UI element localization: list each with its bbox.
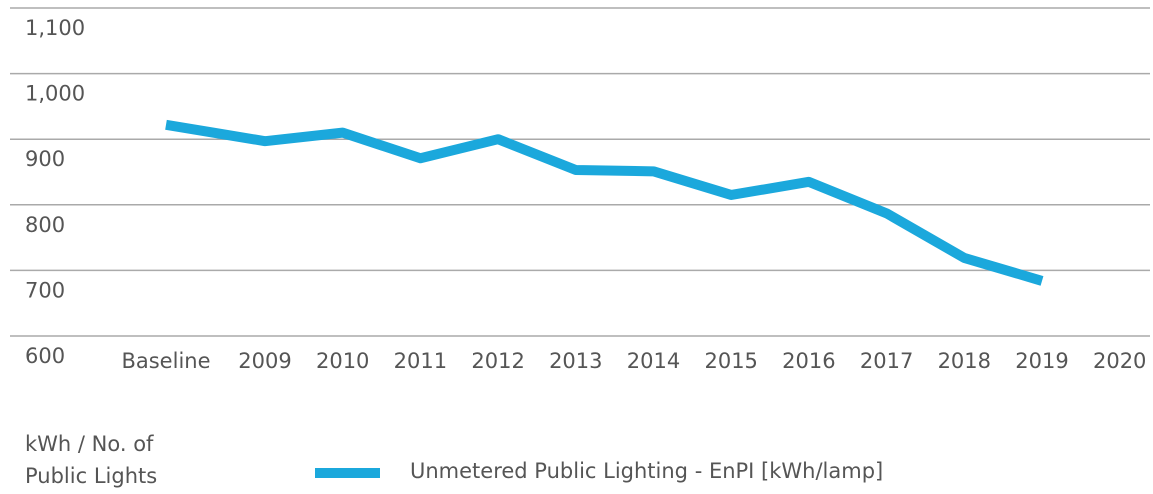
x-tick-label: 2017: [860, 349, 913, 373]
y-tick-label: 600: [25, 344, 65, 368]
x-tick-label: 2016: [782, 349, 835, 373]
x-tick-label: 2020: [1093, 349, 1146, 373]
x-tick-label: 2018: [938, 349, 991, 373]
x-tick-label: 2011: [394, 349, 447, 373]
y-axis-label: kWh / No. of Public Lights: [25, 432, 158, 488]
x-tick-label: 2014: [627, 349, 680, 373]
legend-label: Unmetered Public Lighting - EnPI [kWh/la…: [410, 459, 883, 483]
x-tick-label: 2013: [549, 349, 602, 373]
y-tick-label: 800: [25, 213, 65, 237]
x-tick-label: 2010: [316, 349, 369, 373]
x-tick-label: 2015: [704, 349, 757, 373]
y-tick-label: 1,100: [25, 16, 85, 40]
data-line: [165, 119, 1044, 286]
x-tick-label: 2019: [1015, 349, 1068, 373]
y-tick-label: 900: [25, 147, 65, 171]
x-tick-label: Baseline: [121, 349, 210, 373]
x-tick-label: 2012: [471, 349, 524, 373]
y-tick-label: 700: [25, 278, 65, 302]
x-tick-label: 2009: [238, 349, 291, 373]
y-tick-label: 1,000: [25, 82, 85, 106]
